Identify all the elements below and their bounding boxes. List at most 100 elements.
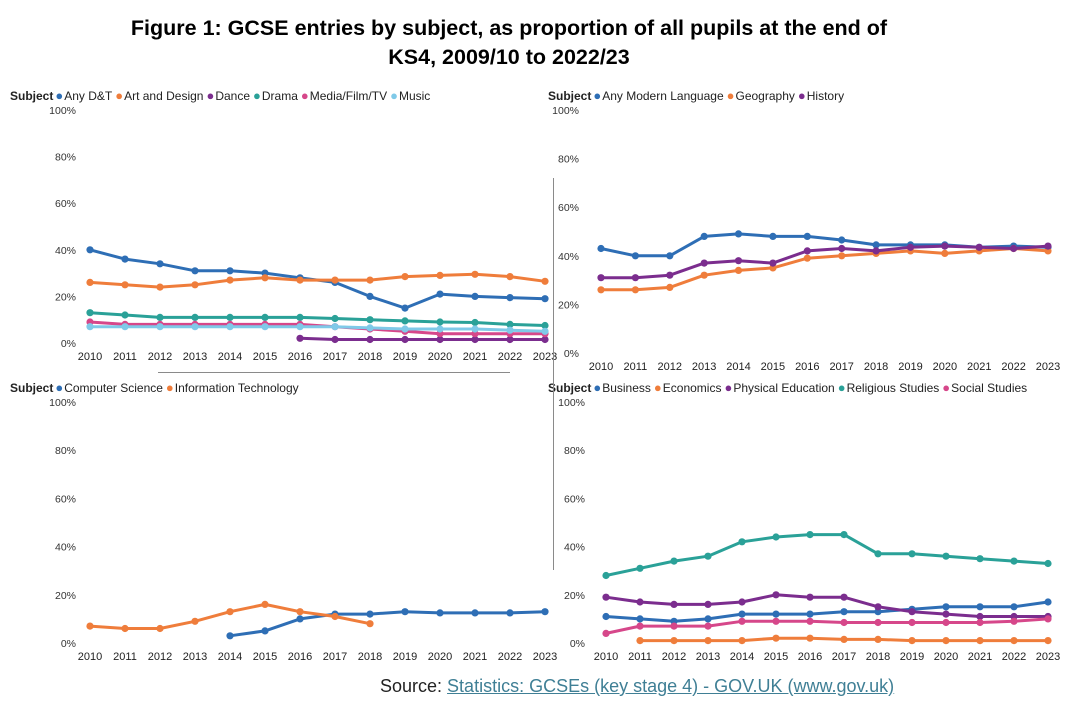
chart-1-point-dance-2022 bbox=[506, 335, 514, 344]
chart-1-x-tick-label: 2015 bbox=[253, 351, 277, 363]
chart-1-x-tick-label: 2011 bbox=[113, 351, 137, 363]
chart-4-legend-item-economics: ●Economics bbox=[654, 380, 722, 395]
chart-4-point-economics-2020 bbox=[942, 637, 950, 645]
chart-1-legend: Subject ●Any D&T ●Art and Design ●Dance ●Dra… bbox=[10, 88, 433, 103]
chart-4-point-business-2020 bbox=[942, 603, 950, 611]
chart-1-point-music-2017 bbox=[331, 323, 339, 331]
chart-3-series-information-technology bbox=[86, 600, 374, 633]
chart-4-x-tick-label: 2015 bbox=[764, 651, 788, 663]
chart-1-point-drama-2014 bbox=[226, 313, 234, 321]
chart-2-x-tick-label: 2022 bbox=[1001, 361, 1025, 373]
chart-4-point-religious-studies-2023 bbox=[1044, 559, 1052, 568]
chart-4-point-religious-studies-2018 bbox=[874, 550, 882, 558]
chart-1-y-tick-label: 40% bbox=[55, 245, 76, 257]
chart-4-point-business-2013 bbox=[704, 615, 712, 623]
chart-4-y-tick-label: 20% bbox=[564, 590, 585, 602]
chart-4-point-social-studies-2021 bbox=[976, 618, 984, 627]
chart-2-point-history-2017 bbox=[838, 244, 846, 253]
chart-1-point-drama-2023 bbox=[541, 321, 549, 330]
chart-1-y-tick-label: 100% bbox=[49, 105, 76, 117]
chart-1-x-tick-label: 2022 bbox=[498, 351, 522, 363]
chart-3-point-information-technology-2012 bbox=[156, 624, 164, 633]
chart-3-x-tick-label: 2019 bbox=[393, 651, 417, 663]
chart-panel-creative-subjects: Subject ●Any D&T ●Art and Design ●Dance ●Dra… bbox=[10, 88, 557, 370]
chart-1-point-art-and-design-2021 bbox=[471, 270, 479, 278]
chart-2-point-geography-2012 bbox=[666, 283, 674, 291]
chart-1-x-tick-label: 2021 bbox=[463, 351, 487, 363]
chart-1-point-any-d-t-2023 bbox=[541, 295, 549, 303]
chart-2-point-any-modern-language-2014 bbox=[734, 230, 743, 238]
chart-4-y-tick-label: 0% bbox=[570, 638, 585, 650]
chart-1-point-any-d-t-2011 bbox=[121, 255, 129, 263]
source-link[interactable]: Statistics: GCSEs (key stage 4) - GOV.UK… bbox=[447, 676, 895, 696]
chart-4-y-tick-label: 80% bbox=[564, 445, 585, 457]
chart-4-point-religious-studies-2020 bbox=[942, 552, 950, 560]
chart-4-point-economics-2012 bbox=[670, 637, 678, 645]
chart-4-point-religious-studies-2014 bbox=[738, 538, 746, 546]
chart-1-point-any-d-t-2012 bbox=[156, 260, 164, 268]
chart-2-x-tick-label: 2016 bbox=[795, 361, 819, 373]
chart-1-legend-label: Music bbox=[398, 89, 431, 103]
chart-3-x-tick-label: 2022 bbox=[498, 651, 522, 663]
chart-1-point-dance-2019 bbox=[401, 335, 409, 344]
chart-1-legend-label: Drama bbox=[261, 89, 298, 103]
chart-3-x-tick-label: 2018 bbox=[358, 651, 382, 663]
chart-4-point-physical-education-2014 bbox=[738, 598, 746, 606]
chart-1-point-any-d-t-2010 bbox=[86, 246, 94, 254]
chart-4-point-economics-2018 bbox=[874, 635, 882, 643]
chart-3-point-information-technology-2011 bbox=[121, 624, 129, 633]
chart-2-x-tick-label: 2020 bbox=[933, 361, 957, 373]
chart-3-point-computer-science-2018 bbox=[366, 610, 374, 618]
chart-4-legend-label: Physical Education bbox=[733, 381, 835, 395]
chart-4-point-religious-studies-2017 bbox=[840, 531, 848, 539]
chart-4-point-religious-studies-2019 bbox=[908, 550, 916, 558]
chart-4-point-economics-2013 bbox=[704, 637, 712, 645]
chart-4-point-social-studies-2015 bbox=[772, 617, 780, 625]
chart-4-point-business-2017 bbox=[840, 608, 848, 616]
chart-4-point-physical-education-2012 bbox=[670, 600, 678, 608]
chart-4-svg: 0% 20% 40% 60% 80% 100% 2010 2011 2012 2013 2014 20… bbox=[558, 397, 1060, 663]
chart-3-y-tick-label: 40% bbox=[55, 542, 76, 554]
chart-1-point-music-2012 bbox=[156, 323, 164, 331]
chart-3-x-tick-label: 2013 bbox=[183, 651, 207, 663]
chart-1-point-art-and-design-2022 bbox=[506, 273, 514, 281]
chart-1-series-dance bbox=[296, 334, 549, 344]
chart-4-point-business-2023 bbox=[1044, 598, 1052, 606]
chart-1-x-tick-label: 2023 bbox=[533, 351, 557, 363]
source-prefix: Source: bbox=[380, 676, 448, 696]
chart-1-legend-item-any-d-t: ●Any D&T bbox=[55, 88, 112, 103]
chart-2-point-any-modern-language-2011 bbox=[631, 252, 639, 260]
chart-4-x-tick-label: 2010 bbox=[594, 651, 618, 663]
chart-4-point-physical-education-2018 bbox=[874, 603, 882, 611]
chart-1-legend-marker: ● bbox=[253, 88, 261, 103]
chart-4-point-social-studies-2010 bbox=[602, 629, 610, 637]
chart-4-legend-title: Subject bbox=[548, 381, 592, 395]
chart-3-legend-marker: ● bbox=[55, 380, 64, 395]
chart-3-legend-label: Information Technology bbox=[174, 381, 299, 395]
chart-1-point-music-2013 bbox=[191, 323, 199, 331]
chart-2-x-tick-label: 2010 bbox=[589, 361, 613, 373]
chart-3-point-computer-science-2022 bbox=[506, 609, 514, 617]
chart-1-legend-item-art-and-design: ●Art and Design bbox=[115, 88, 203, 103]
chart-2-y-tick-label: 80% bbox=[558, 154, 579, 166]
chart-2-legend-item-any-modern-language: ●Any Modern Language bbox=[593, 88, 723, 103]
chart-4-point-physical-education-2020 bbox=[942, 610, 950, 618]
chart-4-x-tick-label: 2011 bbox=[628, 651, 652, 663]
chart-4-point-physical-education-2019 bbox=[908, 608, 916, 616]
chart-4-series-line-religious-studies bbox=[604, 533, 1050, 577]
chart-1-point-art-and-design-2013 bbox=[191, 281, 199, 289]
chart-4-point-religious-studies-2010 bbox=[602, 571, 610, 580]
chart-1-series-line-music bbox=[88, 325, 547, 333]
chart-3-x-tick-label: 2011 bbox=[113, 651, 137, 663]
chart-1-point-dance-2016 bbox=[296, 334, 304, 342]
chart-1-point-music-2021 bbox=[471, 325, 479, 333]
chart-1-point-art-and-design-2012 bbox=[156, 283, 164, 291]
chart-4-point-religious-studies-2011 bbox=[636, 564, 644, 572]
chart-3-point-computer-science-2020 bbox=[436, 609, 444, 617]
chart-4-point-physical-education-2010 bbox=[602, 593, 610, 601]
chart-1-point-art-and-design-2016 bbox=[296, 276, 304, 284]
chart-4-point-social-studies-2017 bbox=[840, 618, 848, 627]
chart-1-point-music-2011 bbox=[121, 323, 129, 331]
chart-3-point-information-technology-2013 bbox=[191, 617, 199, 625]
chart-1-point-art-and-design-2011 bbox=[121, 281, 129, 289]
